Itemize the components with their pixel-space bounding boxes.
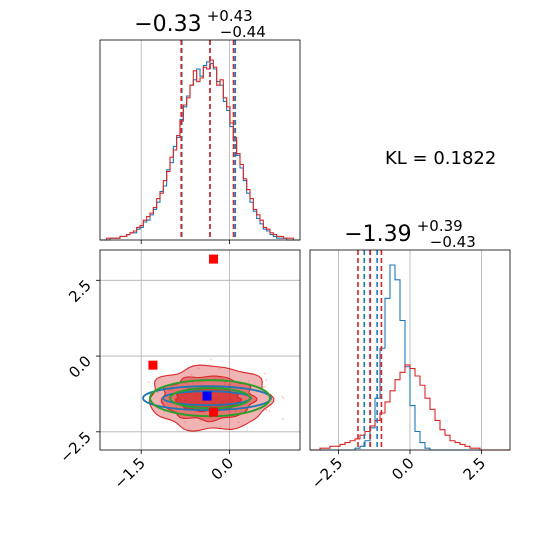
- background-sample-point: [213, 377, 216, 380]
- hist-x-title: −0.33 +0.43 −0.44: [134, 6, 266, 41]
- corner-2d-markers: [148, 254, 219, 417]
- background-sample-point: [163, 410, 166, 413]
- marker-square-1: [148, 360, 158, 370]
- background-sample-point: [174, 395, 177, 398]
- hist-x-series: [100, 59, 300, 241]
- marker-square-0: [209, 254, 219, 264]
- corner-2d-ytick-label-2: −2.5: [56, 428, 94, 466]
- background-sample-point: [197, 381, 200, 384]
- background-sample-point: [263, 372, 266, 375]
- corner-2d-xtick-label-0: −1.5: [111, 454, 149, 492]
- marker-square-3: [209, 407, 219, 417]
- background-sample-point: [148, 381, 150, 384]
- background-sample-point: [175, 406, 178, 408]
- corner-2d-ytick-label-1: 0.0: [65, 352, 95, 382]
- background-sample-point: [234, 410, 237, 413]
- background-sample-point: [156, 391, 159, 394]
- background-sample-point: [224, 383, 226, 385]
- hist-y-title-sub: −0.43: [430, 233, 476, 251]
- background-sample-point: [184, 421, 187, 423]
- background-sample-point: [224, 381, 226, 384]
- background-sample-point: [162, 401, 164, 403]
- background-sample-point: [218, 367, 221, 370]
- background-sample-point: [167, 395, 170, 398]
- corner-2d-grid: [100, 250, 300, 450]
- hist-y-series-red: [310, 364, 510, 451]
- hist-y-ticks: −2.5 0.0 2.5: [308, 450, 489, 493]
- background-sample-point: [264, 385, 267, 388]
- hist-y-grid: [338, 250, 482, 450]
- background-sample-point: [171, 385, 174, 388]
- hist-y-title-sup: +0.39: [417, 217, 463, 235]
- marker-square-2: [202, 391, 212, 401]
- background-sample-point: [170, 396, 173, 399]
- hist-x-ticks: [140, 240, 230, 244]
- hist-y-xtick-label-0: −2.5: [308, 454, 346, 492]
- panel-hist-y: −2.5 0.0 2.5 −1.39 +0.39 −0.43: [308, 216, 511, 493]
- hist-x-frame: [99, 39, 301, 241]
- kl-annotation: KL = 0.1822: [385, 148, 496, 169]
- hist-x-title-sub: −0.44: [220, 23, 266, 41]
- panel-hist-x: −0.33 +0.43 −0.44: [99, 6, 301, 244]
- hist-x-title-main: −0.33: [134, 12, 201, 37]
- background-sample-point: [280, 395, 283, 398]
- background-sample-point: [190, 373, 193, 376]
- background-sample-point: [281, 418, 284, 420]
- background-sample-point: [194, 411, 197, 413]
- hist-y-xtick-label-1: 0.0: [388, 454, 418, 484]
- background-sample-point: [265, 409, 268, 412]
- corner-2d-ytick-label-0: 2.5: [65, 276, 95, 306]
- corner-2d-contours: [142, 358, 285, 432]
- panel-corner-2d: −1.5 0.0 2.5 0.0 −2.5: [56, 249, 301, 493]
- hist-y-quantiles: [357, 250, 383, 450]
- background-sample-point: [244, 408, 247, 411]
- background-sample-point: [268, 410, 271, 413]
- background-sample-point: [237, 421, 240, 424]
- background-sample-point: [218, 376, 220, 379]
- corner-2d-frame: [99, 249, 301, 451]
- background-sample-point: [262, 386, 265, 388]
- hist-x-title-sup: +0.43: [207, 7, 253, 25]
- background-sample-point: [282, 396, 285, 399]
- hist-x-quantiles: [180, 40, 237, 240]
- hist-x-grid: [140, 40, 230, 240]
- background-sample-point: [210, 358, 212, 361]
- background-sample-point: [265, 379, 268, 382]
- background-sample-point: [175, 410, 178, 412]
- hist-x-series-red: [100, 59, 300, 241]
- background-sample-point: [221, 377, 224, 380]
- background-sample-point: [248, 380, 251, 382]
- corner-2d-xtick-label-1: 0.0: [208, 454, 238, 484]
- background-sample-point: [192, 381, 194, 384]
- hist-x-series-blue: [100, 61, 300, 241]
- background-sample-point: [229, 383, 232, 386]
- background-sample-point: [199, 419, 202, 422]
- background-sample-point: [219, 425, 222, 428]
- background-sample-point: [197, 367, 200, 370]
- hist-y-xtick-label-2: 2.5: [460, 454, 490, 484]
- hist-y-title-main: −1.39: [344, 222, 411, 247]
- hist-y-title: −1.39 +0.39 −0.43: [344, 216, 476, 251]
